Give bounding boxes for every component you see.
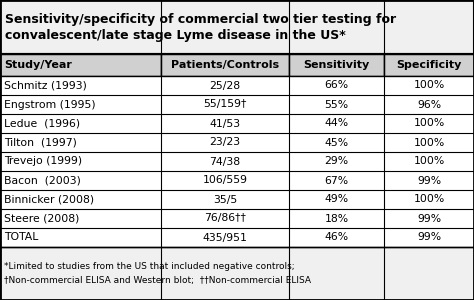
Bar — [384, 152, 474, 171]
Bar — [161, 95, 289, 114]
Text: 99%: 99% — [417, 214, 441, 224]
Bar — [161, 76, 289, 95]
Text: 23/23: 23/23 — [210, 137, 241, 148]
Text: 49%: 49% — [325, 194, 348, 205]
Text: 55%: 55% — [325, 100, 348, 110]
Text: Trevejo (1999): Trevejo (1999) — [4, 157, 82, 166]
Text: 106/559: 106/559 — [203, 176, 247, 185]
Text: 25/28: 25/28 — [210, 80, 241, 91]
Bar — [0, 76, 161, 95]
Text: TOTAL: TOTAL — [4, 232, 38, 242]
Text: 100%: 100% — [413, 137, 445, 148]
Text: 35/5: 35/5 — [213, 194, 237, 205]
Text: 99%: 99% — [417, 176, 441, 185]
Text: 76/86††: 76/86†† — [204, 214, 246, 224]
Text: 45%: 45% — [325, 137, 348, 148]
Text: Schmitz (1993): Schmitz (1993) — [4, 80, 87, 91]
Text: Steere (2008): Steere (2008) — [4, 214, 79, 224]
Bar — [161, 54, 289, 76]
Text: Sensitivity/specificity of commercial two tier testing for: Sensitivity/specificity of commercial tw… — [5, 14, 396, 26]
Text: Patients/Controls: Patients/Controls — [171, 60, 279, 70]
Bar — [0, 209, 161, 228]
Bar — [289, 228, 384, 247]
Bar — [0, 95, 161, 114]
Bar — [0, 152, 161, 171]
Bar — [289, 114, 384, 133]
Text: Binnicker (2008): Binnicker (2008) — [4, 194, 94, 205]
Text: Tilton  (1997): Tilton (1997) — [4, 137, 77, 148]
Text: 66%: 66% — [325, 80, 348, 91]
Text: 99%: 99% — [417, 232, 441, 242]
Bar — [384, 171, 474, 190]
Text: †Non-commercial ELISA and Western blot;  ††Non-commercial ELISA: †Non-commercial ELISA and Western blot; … — [4, 276, 311, 285]
Bar — [161, 114, 289, 133]
Bar — [289, 152, 384, 171]
Text: Study/Year: Study/Year — [4, 60, 72, 70]
Text: 100%: 100% — [413, 194, 445, 205]
Text: convalescent/late stage Lyme disease in the US*: convalescent/late stage Lyme disease in … — [5, 29, 346, 43]
Bar — [384, 209, 474, 228]
Text: 55/159†: 55/159† — [203, 100, 247, 110]
Bar — [0, 247, 474, 300]
Text: 435/951: 435/951 — [203, 232, 247, 242]
Bar — [384, 228, 474, 247]
Bar — [384, 95, 474, 114]
Bar — [289, 171, 384, 190]
Bar — [384, 76, 474, 95]
Bar — [0, 133, 161, 152]
Text: 74/38: 74/38 — [210, 157, 241, 166]
Text: Ledue  (1996): Ledue (1996) — [4, 118, 80, 128]
Text: 100%: 100% — [413, 157, 445, 166]
Bar — [384, 114, 474, 133]
Bar — [289, 76, 384, 95]
Bar — [161, 228, 289, 247]
Bar — [0, 190, 161, 209]
Text: 96%: 96% — [417, 100, 441, 110]
Bar — [289, 54, 384, 76]
Bar — [161, 209, 289, 228]
Bar — [0, 0, 474, 54]
Bar — [289, 133, 384, 152]
Bar — [0, 171, 161, 190]
Bar — [289, 209, 384, 228]
Text: 100%: 100% — [413, 118, 445, 128]
Text: 41/53: 41/53 — [210, 118, 241, 128]
Text: *Limited to studies from the US that included negative controls;: *Limited to studies from the US that inc… — [4, 262, 295, 271]
Text: 67%: 67% — [325, 176, 348, 185]
Text: 29%: 29% — [325, 157, 348, 166]
Bar — [384, 190, 474, 209]
Bar — [384, 133, 474, 152]
Bar — [289, 95, 384, 114]
Text: Sensitivity: Sensitivity — [303, 60, 370, 70]
Text: 100%: 100% — [413, 80, 445, 91]
Text: Bacon  (2003): Bacon (2003) — [4, 176, 81, 185]
Text: Specificity: Specificity — [396, 60, 462, 70]
Text: 44%: 44% — [325, 118, 348, 128]
Text: Engstrom (1995): Engstrom (1995) — [4, 100, 96, 110]
Bar — [0, 54, 161, 76]
Bar — [161, 190, 289, 209]
Bar — [0, 228, 161, 247]
Bar — [161, 133, 289, 152]
Text: 18%: 18% — [325, 214, 348, 224]
Bar — [0, 114, 161, 133]
Bar — [161, 152, 289, 171]
Bar — [384, 54, 474, 76]
Bar — [289, 190, 384, 209]
Text: 46%: 46% — [325, 232, 348, 242]
Bar — [161, 171, 289, 190]
